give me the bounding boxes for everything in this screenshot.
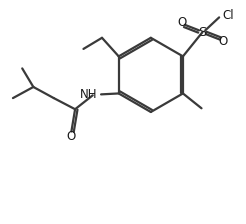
- Text: O: O: [67, 130, 76, 143]
- Text: S: S: [198, 26, 207, 39]
- Text: Cl: Cl: [223, 9, 234, 22]
- Text: O: O: [177, 16, 187, 29]
- Text: NH: NH: [80, 88, 97, 101]
- Text: O: O: [218, 35, 228, 48]
